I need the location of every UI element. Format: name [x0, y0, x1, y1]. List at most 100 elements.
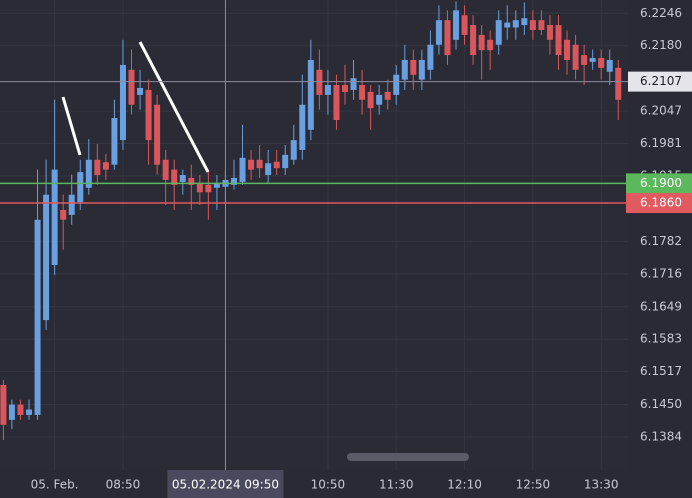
x-tick-label: 05. Feb.: [31, 478, 79, 492]
crosshair-x-label-box: [167, 470, 284, 498]
y-tick-label: 6.1716: [640, 266, 682, 280]
trend-line: [138, 41, 210, 173]
candle-body: [495, 20, 502, 45]
candle-body: [248, 159, 255, 170]
candle-body: [487, 39, 494, 51]
candle-body: [461, 15, 468, 35]
candle-body: [137, 88, 144, 95]
candle-body: [546, 25, 553, 40]
candle-body: [85, 159, 92, 188]
candle-body: [119, 64, 126, 141]
candle-body: [239, 157, 246, 182]
candle-body: [154, 104, 161, 165]
candle-body: [470, 25, 477, 56]
candle-body: [598, 58, 605, 68]
candle-body: [8, 404, 15, 420]
y-tick-label: 6.1517: [640, 364, 682, 378]
y-tick-label: 6.1782: [640, 234, 682, 248]
candle-body: [17, 404, 24, 415]
candle-body: [205, 184, 212, 193]
candle-body: [350, 78, 357, 90]
x-tick-label: 08:50: [106, 478, 141, 492]
candle-body: [230, 177, 237, 185]
y-tick-label: 6.2047: [640, 104, 682, 118]
candle-body: [589, 58, 596, 62]
candle-body: [290, 140, 297, 160]
candle-body: [342, 85, 348, 92]
candle-body: [435, 20, 442, 45]
candle-body: [51, 169, 58, 265]
candle-body: [299, 104, 306, 150]
candle-body: [256, 159, 263, 169]
price-label-box: [626, 193, 692, 214]
candle-body: [401, 59, 408, 80]
y-tick-label: 6.1649: [640, 299, 682, 313]
candle-body: [453, 10, 460, 40]
candle-body: [265, 163, 272, 176]
candle-body: [333, 85, 340, 120]
candle-body: [282, 154, 289, 169]
y-tick-label: 6.2180: [640, 38, 682, 52]
x-tick-label: 10:50: [311, 478, 346, 492]
candle-body: [179, 175, 186, 182]
candle-body: [307, 59, 314, 130]
y-tick-label: 6.1981: [640, 136, 682, 150]
price-label-box: [626, 173, 692, 194]
y-tick-label: 6.1384: [640, 430, 682, 444]
scrollbar[interactable]: [347, 453, 469, 461]
y-tick-label: 6.1583: [640, 332, 682, 346]
trend-line: [61, 96, 82, 156]
candle-body: [581, 55, 588, 65]
x-tick-label: 12:50: [516, 478, 551, 492]
candle-body: [171, 169, 178, 185]
candle-body: [529, 20, 536, 30]
candle-body: [478, 34, 485, 51]
candle-body: [213, 182, 220, 188]
x-axis-panel: [0, 470, 628, 498]
x-tick-label: 11:30: [379, 478, 414, 492]
candle-body: [512, 20, 519, 28]
y-tick-label: 6.1450: [640, 397, 682, 411]
candle-body: [410, 59, 417, 75]
candle-body: [418, 59, 425, 80]
candle-body: [60, 209, 67, 220]
x-tick-label: 05.02.2024 09:50: [172, 478, 279, 492]
crosshair-y-label-box: [628, 71, 692, 92]
candle-body: [572, 44, 579, 70]
candle-body: [26, 409, 33, 415]
candle-body: [393, 74, 400, 95]
candle-body: [606, 59, 613, 72]
candle-body: [273, 161, 280, 169]
candle-body: [145, 89, 152, 141]
crosshair-y-label: 6.2107: [640, 74, 682, 88]
candle-body: [196, 182, 203, 193]
candle-body: [376, 94, 383, 105]
candle-body: [34, 219, 41, 415]
price-label: 6.1900: [640, 176, 682, 190]
candle-body: [427, 44, 434, 70]
candle-body: [102, 162, 109, 170]
candle-body: [68, 194, 75, 215]
candle-body: [564, 39, 571, 60]
candle-body: [0, 384, 7, 425]
candle-body: [504, 22, 511, 28]
y-tick-label: 6.2246: [640, 6, 682, 20]
candle-body: [162, 159, 169, 180]
grid: [0, 0, 628, 470]
candle-body: [444, 20, 451, 56]
candle-body: [94, 159, 101, 176]
candle-body: [128, 69, 135, 105]
candle-body: [43, 194, 50, 321]
candles: [0, 1, 622, 441]
candle-body: [615, 67, 622, 100]
candle-body: [111, 117, 118, 165]
candle-body: [359, 85, 366, 100]
candle-body: [316, 69, 323, 95]
x-tick-label: 13:30: [584, 478, 619, 492]
candle-body: [555, 25, 562, 56]
candle-body: [367, 91, 374, 109]
